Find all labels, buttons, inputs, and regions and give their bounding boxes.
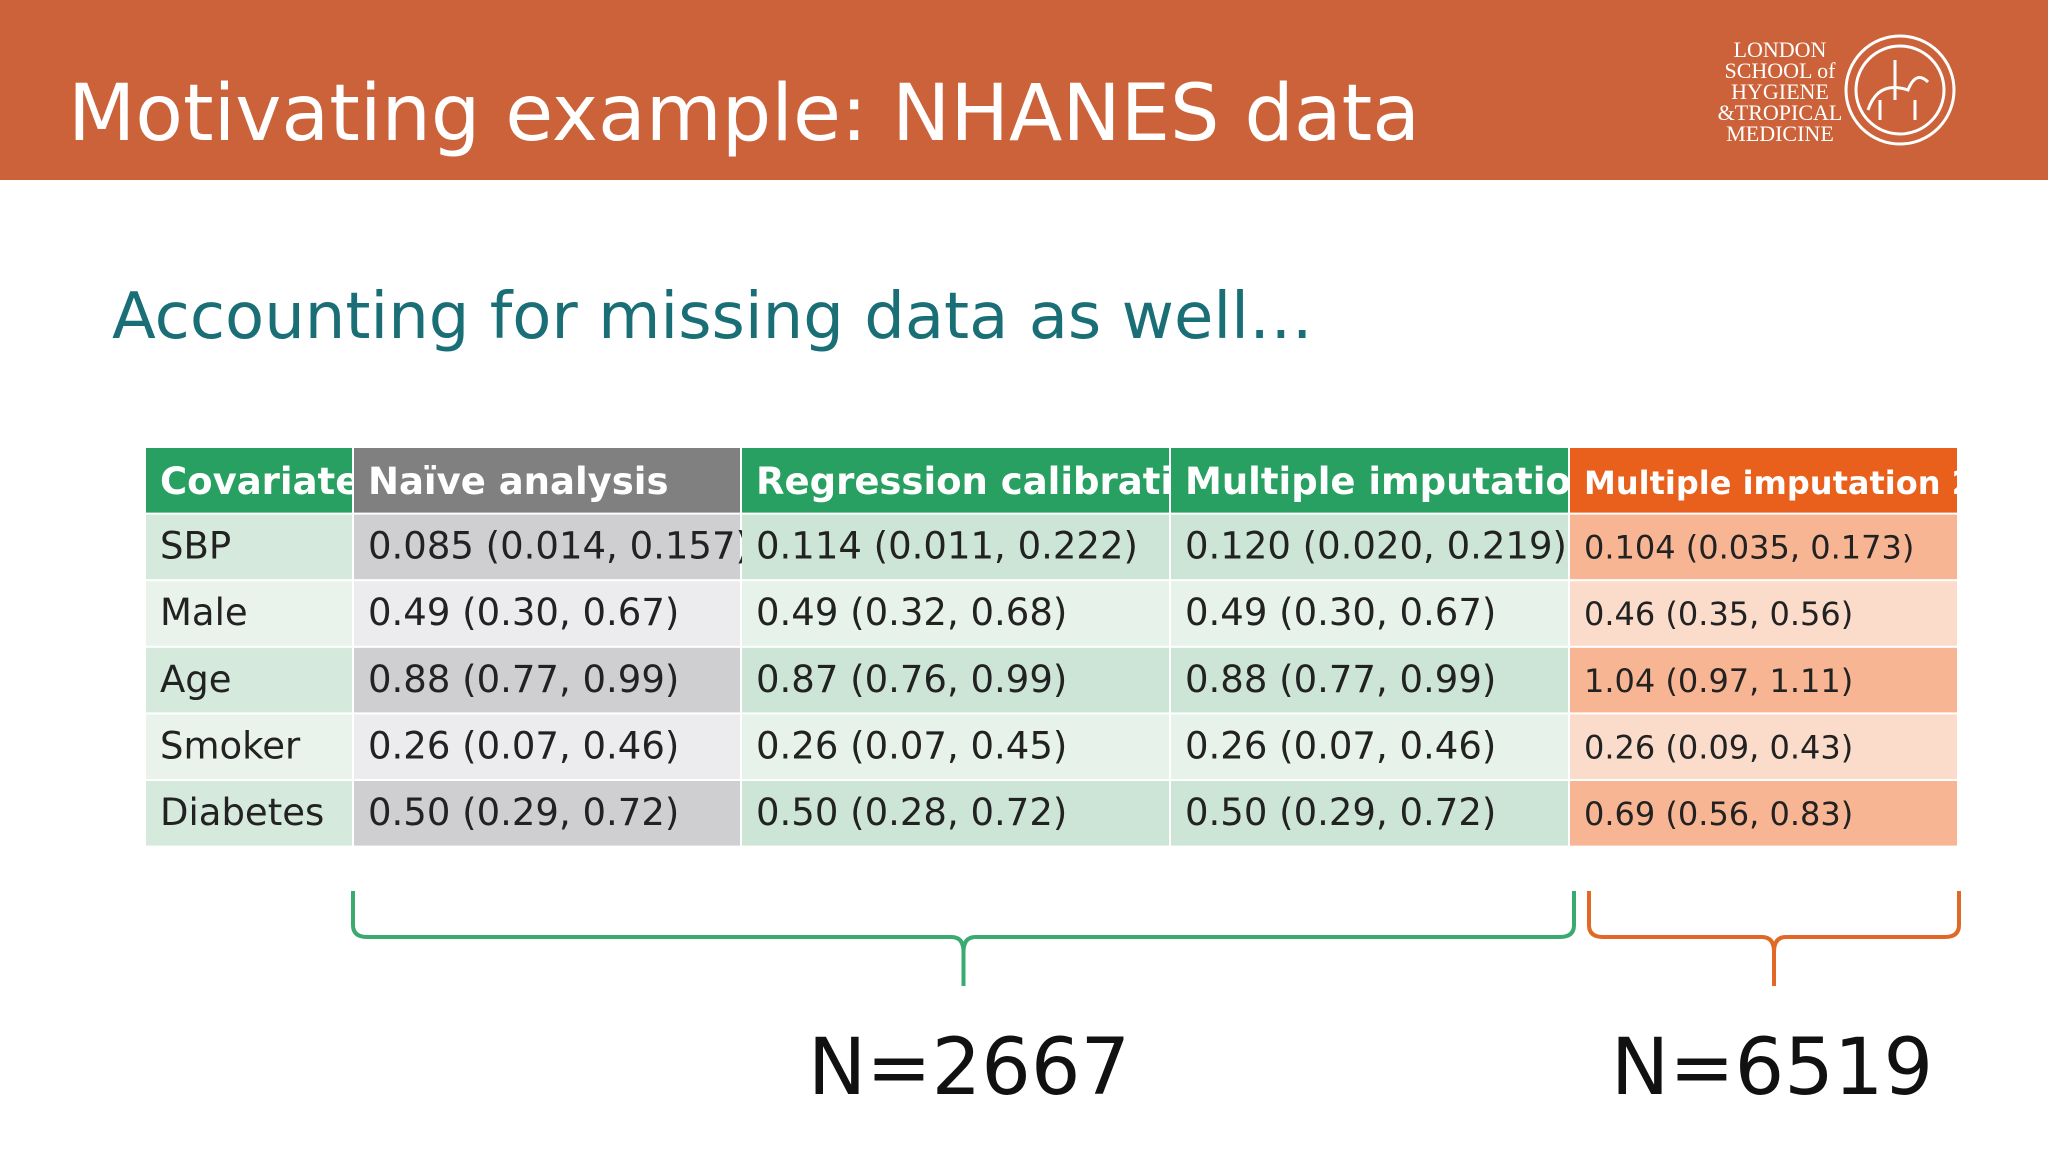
cell-text: Smoker — [160, 724, 301, 767]
cell — [354, 581, 740, 646]
cell-text: Diabetes — [160, 791, 324, 834]
logo-text: MEDICINE — [1726, 121, 1834, 146]
cell — [146, 581, 352, 646]
cell-text: 0.49 (0.30, 0.67) — [1185, 591, 1496, 634]
cell — [354, 514, 740, 580]
cell-text: SBP — [160, 525, 231, 568]
cell — [354, 781, 740, 846]
cell — [1171, 781, 1568, 846]
brace — [351, 891, 1576, 986]
subtitle: Accounting for missing data as well… — [112, 280, 1313, 354]
logo-text: &TROPICAL — [1718, 100, 1843, 125]
header-cell — [146, 448, 352, 513]
cell-text: 0.69 (0.56, 0.83) — [1584, 795, 1853, 833]
header-cell — [742, 448, 1169, 513]
cell-text: 1.04 (0.97, 1.11) — [1584, 662, 1853, 700]
header-cell — [1171, 448, 1568, 513]
title: Motivating example: NHANES data — [68, 69, 1420, 159]
cell — [742, 781, 1169, 846]
logo-text: SCHOOL of — [1724, 58, 1836, 83]
cell — [1570, 781, 1957, 846]
cell-text: Male — [160, 591, 248, 634]
cell-text: 0.50 (0.29, 0.72) — [1185, 791, 1496, 834]
n-label: N=6519 — [1611, 1023, 1933, 1113]
cell — [354, 714, 740, 779]
cell — [1570, 514, 1957, 580]
cell-text: 0.26 (0.07, 0.45) — [756, 724, 1067, 767]
cell-text: 0.46 (0.35, 0.56) — [1584, 595, 1853, 633]
cell-text: 0.085 (0.014, 0.157) — [368, 525, 750, 568]
cell — [1171, 647, 1568, 713]
cell — [354, 647, 740, 713]
cell — [146, 647, 352, 713]
cell — [1570, 647, 1957, 713]
cell-text: 0.26 (0.07, 0.46) — [1185, 724, 1496, 767]
logo-text: HYGIENE — [1731, 79, 1829, 104]
cell — [146, 514, 352, 580]
cell — [146, 781, 352, 846]
header-cell — [354, 448, 740, 513]
cell-text: 0.26 (0.09, 0.43) — [1584, 728, 1853, 766]
cell — [1171, 714, 1568, 779]
brace — [1587, 891, 1961, 986]
cell-text: 0.88 (0.77, 0.99) — [1185, 658, 1496, 701]
cell — [742, 714, 1169, 779]
cell-text: 0.50 (0.28, 0.72) — [756, 791, 1067, 834]
header-cell — [1570, 448, 1957, 513]
cell-text: 0.114 (0.011, 0.222) — [756, 525, 1138, 568]
cell-text: Age — [160, 658, 232, 701]
cell — [1171, 514, 1568, 580]
cell — [1570, 581, 1957, 646]
cell-text: 0.49 (0.32, 0.68) — [756, 591, 1067, 634]
cell — [742, 514, 1169, 580]
cell-text: 0.87 (0.76, 0.99) — [756, 658, 1067, 701]
header-text: Regression calibration — [756, 460, 1225, 503]
header-text: Covariate — [160, 460, 360, 503]
cell — [742, 581, 1169, 646]
cell — [1171, 581, 1568, 646]
cell-text: 0.120 (0.020, 0.219) — [1185, 525, 1567, 568]
header-bar — [0, 0, 2048, 180]
crest — [1844, 34, 1956, 146]
cell — [742, 647, 1169, 713]
cell-text: 0.49 (0.30, 0.67) — [368, 591, 679, 634]
n-label: N=2667 — [808, 1023, 1130, 1113]
header-text: Multiple imputation — [1185, 460, 1597, 503]
cell — [146, 714, 352, 779]
header-text: Naïve analysis — [368, 460, 669, 503]
cell — [1570, 714, 1957, 779]
cell-text: 0.104 (0.035, 0.173) — [1584, 529, 1914, 567]
cell-text: 0.88 (0.77, 0.99) — [368, 658, 679, 701]
cell-text: 0.26 (0.07, 0.46) — [368, 724, 679, 767]
header-text: Multiple imputation 2 — [1584, 464, 1974, 502]
logo-text: LONDON — [1734, 37, 1827, 62]
cell-text: 0.50 (0.29, 0.72) — [368, 791, 679, 834]
